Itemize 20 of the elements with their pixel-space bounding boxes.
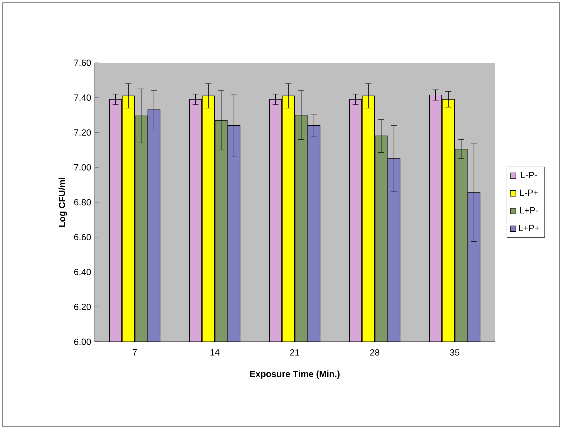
y-tick-label: 6.40 xyxy=(74,269,92,276)
y-tick-label: 7.00 xyxy=(74,164,92,171)
x-tick-label: 14 xyxy=(210,350,220,356)
x-tick-label: 21 xyxy=(290,350,300,356)
legend-label: L+P- xyxy=(520,207,538,214)
y-tick-label: 7.60 xyxy=(74,60,92,66)
y-tick-label: 6.80 xyxy=(74,199,92,206)
y-tick-label: 7.20 xyxy=(74,130,92,136)
legend-label: L+P+ xyxy=(519,225,540,232)
legend-label: L-P+ xyxy=(520,190,538,196)
y-axis-title: Log CFU/ml xyxy=(58,178,68,228)
y-tick-label: 6.60 xyxy=(74,234,92,241)
x-tick-label: 7 xyxy=(132,350,138,356)
y-tick-label: 6.20 xyxy=(74,304,92,310)
x-axis-title: Exposure Time (Min.) xyxy=(250,370,340,380)
y-tick-label: 6.00 xyxy=(74,338,92,346)
x-tick-label: 28 xyxy=(370,350,380,356)
y-tick-label: 7.40 xyxy=(74,94,92,102)
x-tick-label: 35 xyxy=(450,350,460,356)
legend-label: L-P- xyxy=(521,172,538,178)
